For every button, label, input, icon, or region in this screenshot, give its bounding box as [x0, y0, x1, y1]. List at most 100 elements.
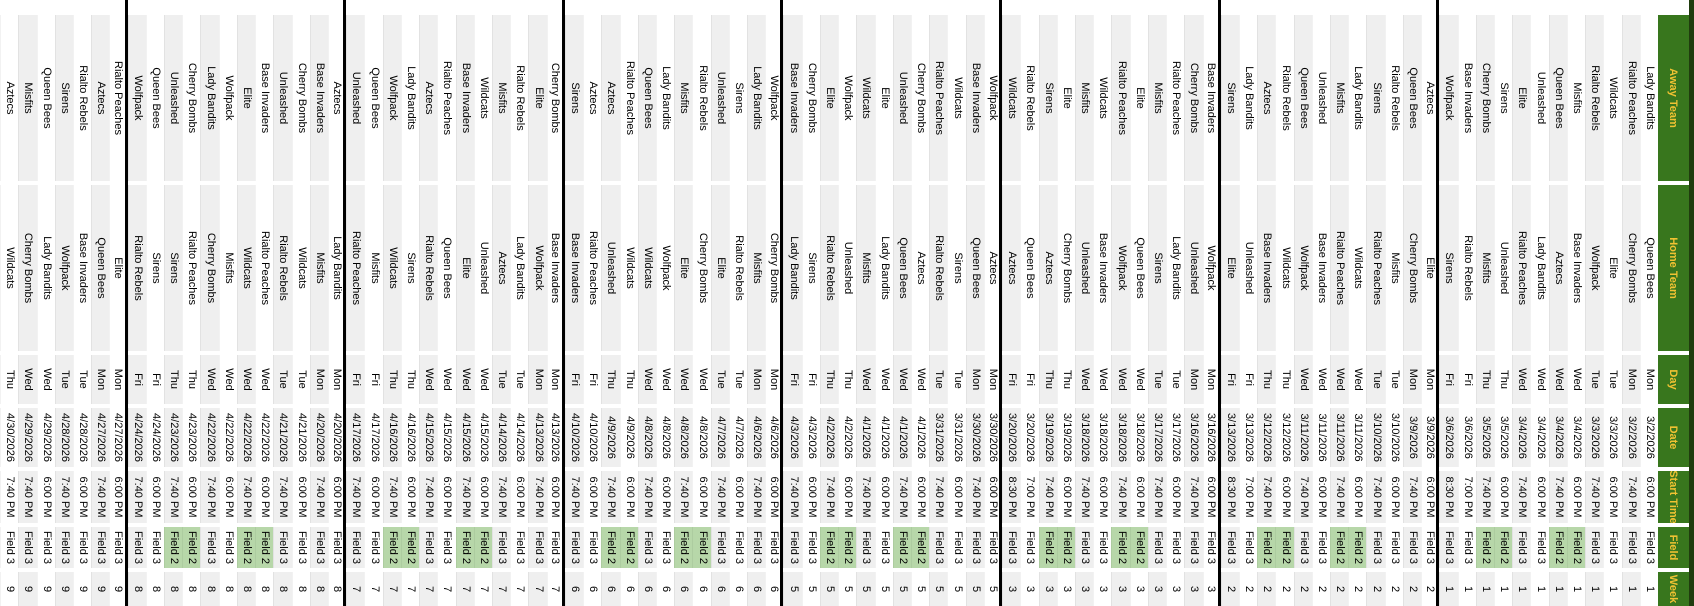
start-time-cell[interactable]: 6:00 PM: [510, 471, 529, 523]
start-time-cell[interactable]: 7:40 PM: [1147, 471, 1167, 523]
date-cell[interactable]: 4/3/2026: [801, 408, 820, 467]
home-team-cell[interactable]: Lady Bandits: [1166, 185, 1185, 351]
day-cell[interactable]: Thu: [182, 355, 201, 404]
home-team-cell[interactable]: Aztecs: [911, 185, 930, 351]
home-team-cell[interactable]: Wildcats: [637, 185, 656, 351]
week-cell[interactable]: 8: [127, 572, 146, 606]
away-team-cell[interactable]: Sirens: [54, 15, 73, 181]
day-cell[interactable]: Tue: [291, 355, 310, 404]
date-cell[interactable]: 3/3/2026: [1585, 408, 1604, 467]
home-team-cell[interactable]: Wildcats: [1275, 185, 1294, 351]
away-team-cell[interactable]: Misfits: [674, 15, 693, 181]
field-cell[interactable]: Field 2: [911, 527, 930, 568]
field-cell[interactable]: Field 3: [874, 527, 893, 568]
home-team-cell[interactable]: Queen Bees: [1020, 185, 1039, 351]
home-team-cell[interactable]: Rialto Rebels: [728, 185, 748, 351]
start-time-cell[interactable]: 7:40 PM: [419, 471, 438, 523]
home-team-cell[interactable]: Rialto Rebels: [819, 185, 839, 351]
start-time-cell[interactable]: 6:00 PM: [1202, 471, 1218, 523]
date-cell[interactable]: 4/27/2026: [109, 408, 125, 467]
field-cell[interactable]: Field 3: [91, 527, 110, 568]
away-team-cell[interactable]: Rialto Rebels: [72, 15, 92, 181]
start-time-cell[interactable]: 7:40 PM: [492, 471, 511, 523]
home-team-cell[interactable]: Queen Bees: [1639, 185, 1658, 351]
field-cell[interactable]: Field 3: [273, 527, 292, 568]
home-team-cell[interactable]: Elite: [1421, 185, 1437, 351]
field-cell[interactable]: Field 3: [54, 527, 73, 568]
start-time-cell[interactable]: 7:40 PM: [1585, 471, 1604, 523]
week-cell[interactable]: 6: [619, 572, 638, 606]
date-cell[interactable]: 3/19/2026: [1038, 408, 1057, 467]
home-team-cell[interactable]: Wildcats: [382, 185, 401, 351]
date-cell[interactable]: 3/2/2026: [1639, 408, 1658, 467]
start-time-cell[interactable]: 7:40 PM: [54, 471, 73, 523]
day-cell[interactable]: Wed: [455, 355, 474, 404]
start-time-cell[interactable]: 6:00 PM: [655, 471, 675, 523]
week-cell[interactable]: 7: [437, 572, 456, 606]
away-team-cell[interactable]: Sirens: [1038, 15, 1057, 181]
week-cell[interactable]: 7: [473, 572, 492, 606]
week-cell[interactable]: 5: [911, 572, 930, 606]
home-team-cell[interactable]: Unleashed: [1238, 185, 1258, 351]
away-team-cell[interactable]: Wolfpack: [218, 15, 237, 181]
start-time-cell[interactable]: 6:00 PM: [1639, 471, 1658, 523]
day-cell[interactable]: Fri: [1439, 355, 1458, 404]
start-time-cell[interactable]: 6:00 PM: [1166, 471, 1185, 523]
start-time-cell[interactable]: 8:30 PM: [1220, 471, 1239, 523]
week-cell[interactable]: 3: [1129, 572, 1148, 606]
week-cell[interactable]: 8: [145, 572, 165, 606]
home-team-cell[interactable]: Misfits: [309, 185, 329, 351]
home-team-cell[interactable]: Wolfpack: [54, 185, 73, 351]
home-team-cell[interactable]: Sirens: [1439, 185, 1458, 351]
week-cell[interactable]: 7: [400, 572, 420, 606]
date-cell[interactable]: 3/10/2026: [1384, 408, 1403, 467]
week-cell[interactable]: 8: [164, 572, 183, 606]
day-cell[interactable]: Tue: [1603, 355, 1622, 404]
away-team-cell[interactable]: Queen Bees: [1402, 15, 1422, 181]
away-team-cell[interactable]: Elite: [819, 15, 839, 181]
day-cell[interactable]: Fri: [783, 355, 802, 404]
away-team-cell[interactable]: Wolfpack: [382, 15, 401, 181]
field-cell[interactable]: Field 3: [765, 527, 781, 568]
field-cell[interactable]: Field 2: [473, 527, 492, 568]
away-team-cell[interactable]: Rialto Peaches: [1621, 15, 1640, 181]
header-day[interactable]: Day: [1658, 355, 1689, 404]
start-time-cell[interactable]: 7:40 PM: [18, 471, 37, 523]
field-cell[interactable]: Field 3: [583, 527, 602, 568]
start-time-cell[interactable]: 7:40 PM: [91, 471, 110, 523]
field-cell[interactable]: Field 3: [1384, 527, 1403, 568]
start-time-cell[interactable]: 7:00 PM: [1020, 471, 1039, 523]
home-team-cell[interactable]: Cherry Bombs: [765, 185, 781, 351]
start-time-cell[interactable]: 7:40 PM: [1111, 471, 1130, 523]
week-cell[interactable]: 5: [874, 572, 893, 606]
home-team-cell[interactable]: Rialto Rebels: [1457, 185, 1476, 351]
away-team-cell[interactable]: Sirens: [728, 15, 748, 181]
start-time-cell[interactable]: 7:40 PM: [200, 471, 219, 523]
away-team-cell[interactable]: Rialto Peaches: [1111, 15, 1130, 181]
home-team-cell[interactable]: Misfits: [1475, 185, 1495, 351]
field-cell[interactable]: Field 2: [255, 527, 274, 568]
day-cell[interactable]: Fri: [127, 355, 146, 404]
field-cell[interactable]: Field 3: [1020, 527, 1039, 568]
date-cell[interactable]: 3/4/2026: [1566, 408, 1586, 467]
start-time-cell[interactable]: 7:40 PM: [710, 471, 729, 523]
away-team-cell[interactable]: Lady Bandits: [200, 15, 219, 181]
home-team-cell[interactable]: Aztecs: [1002, 185, 1021, 351]
date-cell[interactable]: 4/6/2026: [765, 408, 781, 467]
day-cell[interactable]: Tue: [947, 355, 966, 404]
away-team-cell[interactable]: Elite: [236, 15, 256, 181]
week-cell[interactable]: 2: [1311, 572, 1331, 606]
day-cell[interactable]: Thu: [0, 355, 19, 404]
away-team-cell[interactable]: Elite: [1056, 15, 1075, 181]
date-cell[interactable]: 4/24/2026: [145, 408, 165, 467]
day-cell[interactable]: Wed: [255, 355, 274, 404]
week-cell[interactable]: 8: [200, 572, 219, 606]
field-cell[interactable]: Field 3: [564, 527, 584, 568]
date-cell[interactable]: 4/8/2026: [692, 408, 711, 467]
away-team-cell[interactable]: Rialto Rebels: [692, 15, 711, 181]
date-cell[interactable]: 4/7/2026: [728, 408, 748, 467]
start-time-cell[interactable]: 6:00 PM: [1348, 471, 1367, 523]
field-cell[interactable]: Field 2: [400, 527, 420, 568]
away-team-cell[interactable]: Sirens: [1220, 15, 1239, 181]
date-cell[interactable]: 4/13/2026: [546, 408, 562, 467]
